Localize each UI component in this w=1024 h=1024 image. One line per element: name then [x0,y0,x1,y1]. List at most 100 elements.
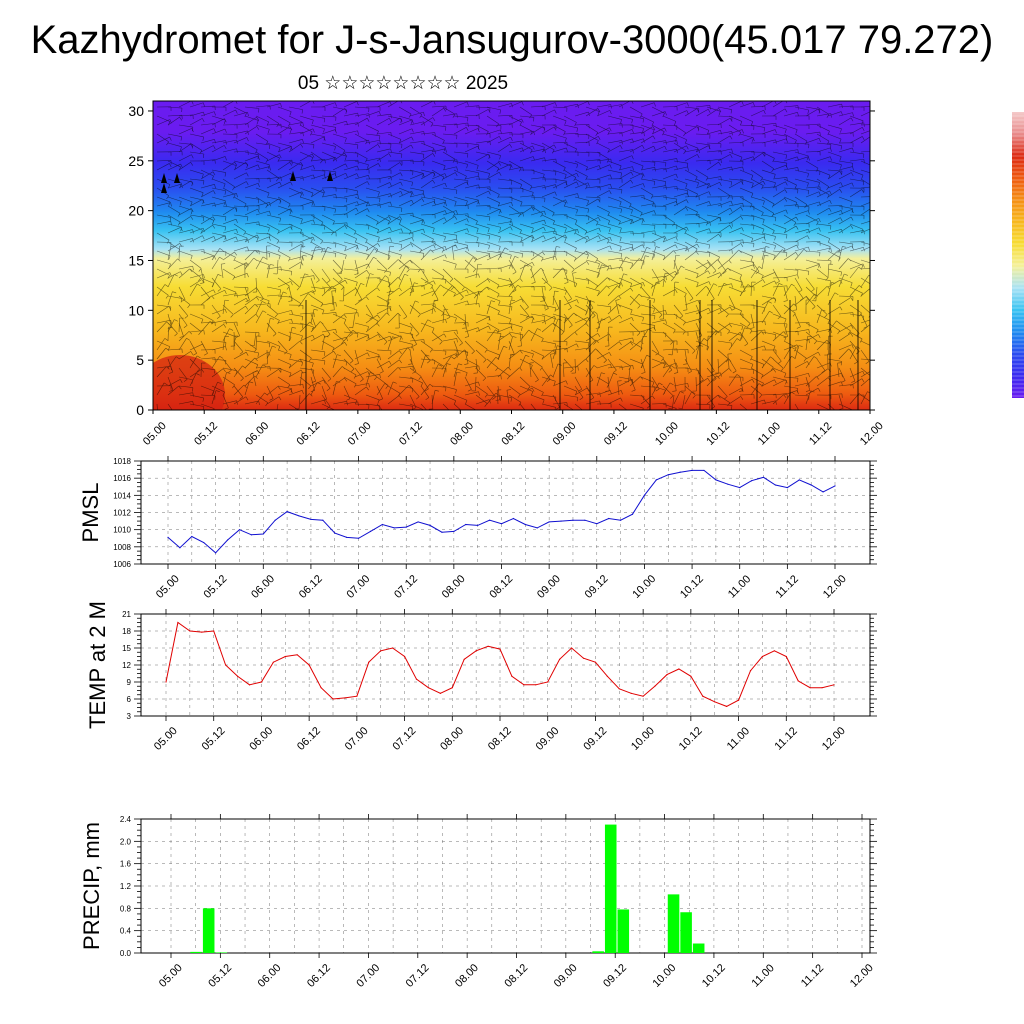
wind-barb [321,385,327,400]
wind-barb-flag [553,381,556,386]
wind-barb-flag [200,282,205,284]
wind-barb [563,132,578,135]
wind-barb-flag [187,304,191,308]
wind-barb [277,226,291,234]
wind-barb [717,283,725,297]
wind-barb [442,385,457,390]
wind-barb [475,140,490,144]
wind-barb [651,340,660,354]
wind-barb-flag [287,203,291,208]
wind-barb-flag [807,173,809,178]
wind-barb [321,322,331,335]
wind-barb-flag [821,370,826,374]
wind-barb-flag [872,167,874,171]
wind-barb [365,144,378,153]
wind-barb-flag [300,143,304,148]
wind-barb-flag [456,239,458,244]
wind-barb-flag [752,102,755,107]
wind-barb-flag [419,114,423,119]
wind-barb [288,106,303,110]
wind-barb [607,214,621,222]
wind-barb [332,142,346,151]
wind-barb-flag [641,174,644,179]
wind-barb [684,295,688,310]
wind-barb [805,356,815,369]
wind-barb [695,331,701,346]
wind-barb [266,115,280,124]
wind-barb [298,394,301,409]
wind-barb-flag [478,365,480,370]
wind-barb-flag [313,201,315,206]
wind-barb-flag [465,372,468,377]
wind-barb [178,376,193,381]
wind-barb [398,376,413,379]
wind-barb [508,284,518,297]
wind-barb [541,102,556,108]
wind-barb [409,358,417,372]
wind-barb [574,403,583,410]
wind-barb [827,160,842,165]
wind-barb-flag [191,208,194,213]
wind-barb [585,339,596,351]
wind-barb [628,367,631,382]
x-tick-label: 06.00 [249,573,277,601]
wind-barb [684,205,698,213]
wind-barb [211,356,220,369]
pmsl-point [298,515,300,517]
wind-barb [178,317,180,333]
wind-barb [464,358,478,366]
wind-barb [662,223,677,226]
y-tick-label: 1012 [113,509,131,518]
wind-barb-flag [462,413,465,416]
wind-barb-flag [379,203,381,208]
wind-barb [222,336,226,351]
wind-barb-flag [235,219,238,224]
wind-barb-flag [628,366,632,370]
wind-barb [211,368,224,378]
wind-barb [662,358,673,371]
wind-barb-flag [818,138,821,143]
wind-barb [607,145,621,153]
wind-barb [629,131,644,135]
wind-barb-flag [320,303,324,307]
wind-barb [541,350,554,360]
pmsl-point [417,521,419,523]
wind-barb-flag [740,121,743,126]
wind-barb [805,390,811,405]
wind-barb [837,363,840,378]
wind-barb [244,106,259,109]
wind-barb-flag [851,325,854,329]
wind-barb [508,223,522,231]
temp2m-point [833,684,835,686]
wind-barb [409,304,421,315]
wind-barb-flag [695,251,699,255]
wind-barb [167,205,181,214]
wind-barb [585,268,600,274]
wind-barb [794,246,809,252]
wind-barb [486,358,499,368]
wind-barb [585,392,600,396]
wind-barb [354,283,361,297]
wind-barb-flag [731,166,733,171]
wind-barb-flag [865,361,870,365]
wind-barb [233,137,247,144]
wind-barb-flag [874,318,875,322]
pmsl-point [762,476,765,478]
wind-barb [717,106,732,110]
wind-barb-flag [365,158,368,163]
wind-barb [695,124,710,131]
wind-barb [508,300,512,315]
wind-barb-flag [357,130,359,135]
wind-barb-flag [246,137,249,142]
wind-barb-flag [400,244,403,249]
wind-barb [651,246,657,261]
wind-barb-flag [793,303,797,307]
temp2m-point [702,695,704,697]
wind-barb [386,300,389,315]
wind-barb-flag [510,163,513,168]
wind-barb-flag [553,318,556,323]
wind-barb-flag [478,381,480,386]
wind-barb-flag [172,291,177,294]
wind-barb [640,358,646,373]
